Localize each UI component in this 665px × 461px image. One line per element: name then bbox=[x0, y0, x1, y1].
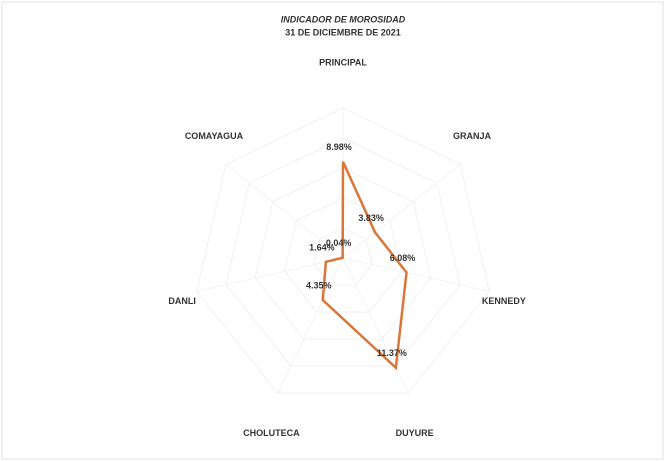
value-label: 1.64% bbox=[309, 242, 335, 252]
value-label: 3.83% bbox=[358, 213, 384, 223]
category-label: PRINCIPAL bbox=[319, 57, 367, 67]
grid-ring bbox=[196, 107, 490, 394]
grid-spoke bbox=[196, 257, 344, 292]
grid-ring bbox=[254, 167, 432, 340]
grid-spoke bbox=[342, 257, 490, 292]
category-label: DUYURE bbox=[396, 428, 434, 438]
value-label: 6.08% bbox=[390, 253, 416, 263]
category-label: GRANJA bbox=[453, 131, 492, 141]
value-label: 8.98% bbox=[326, 142, 352, 152]
chart-subtitle: 31 DE DICIEMBRE DE 2021 bbox=[285, 27, 401, 37]
value-label: 0.04% bbox=[326, 238, 352, 248]
category-label: KENNEDY bbox=[482, 296, 526, 306]
category-label: COMAYAGUA bbox=[185, 131, 244, 141]
category-label: CHOLUTECA bbox=[243, 428, 300, 438]
grid-spoke bbox=[277, 257, 344, 394]
grid-ring bbox=[283, 197, 403, 313]
grid-ring bbox=[313, 227, 373, 286]
value-label: 11.37% bbox=[377, 348, 407, 358]
grid-spoke bbox=[342, 257, 409, 394]
grid-spoke bbox=[225, 164, 344, 259]
chart-title: INDICADOR DE MOROSIDAD bbox=[281, 14, 406, 24]
grid-spoke bbox=[342, 164, 461, 259]
radar-line bbox=[321, 161, 408, 371]
value-label: 4.35% bbox=[306, 280, 332, 290]
grid-ring bbox=[225, 137, 461, 367]
category-label: DANLI bbox=[168, 296, 196, 306]
